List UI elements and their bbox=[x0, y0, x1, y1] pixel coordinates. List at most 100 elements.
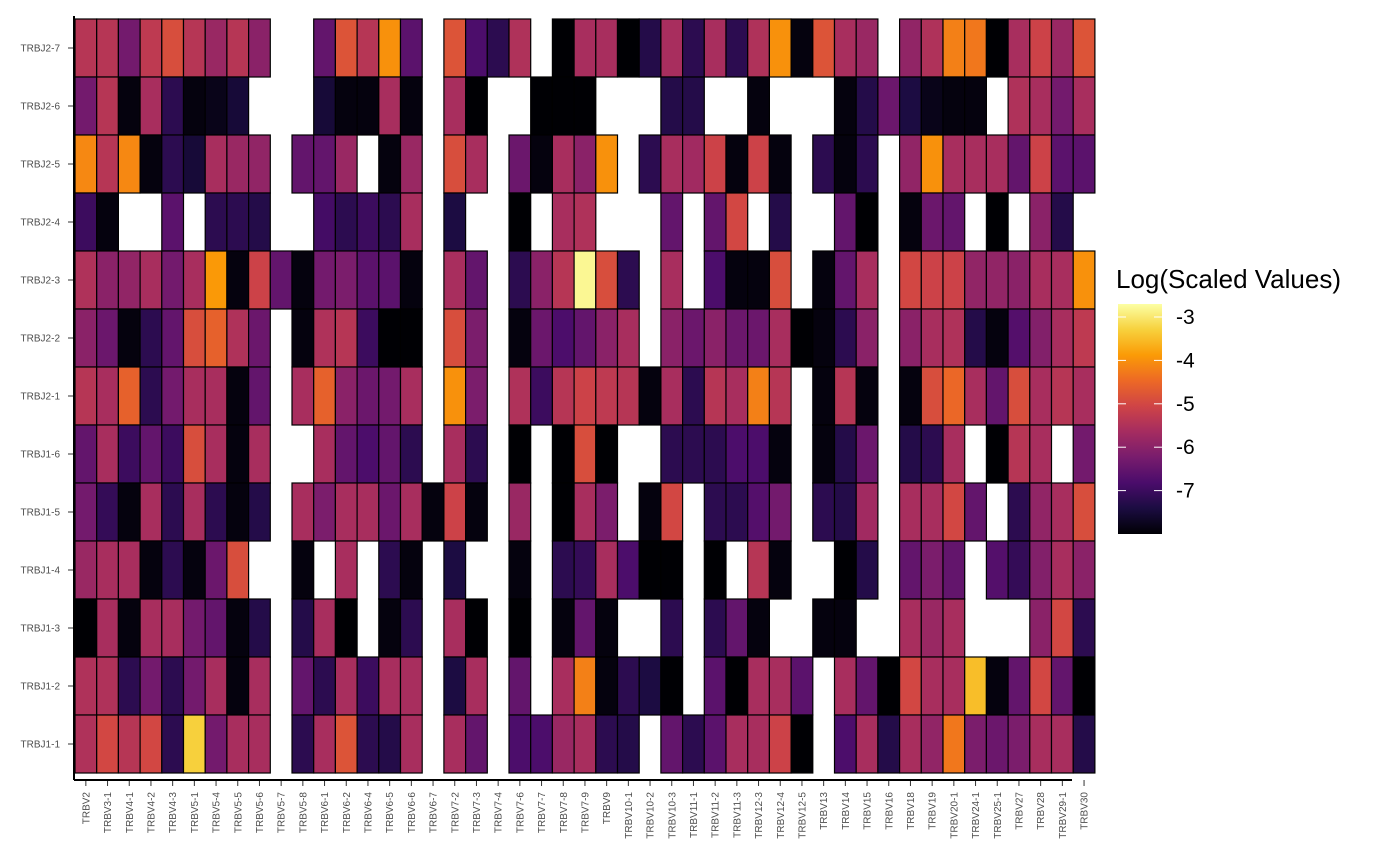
heatmap-cell bbox=[920, 134, 944, 194]
heatmap-cell bbox=[855, 714, 879, 774]
heatmap-cell bbox=[833, 308, 857, 368]
heatmap-cell bbox=[182, 366, 206, 426]
heatmap-cell bbox=[399, 714, 423, 774]
heatmap-cell bbox=[595, 366, 619, 426]
heatmap-cell bbox=[898, 656, 922, 716]
heatmap-cell bbox=[595, 18, 619, 78]
heatmap-cell bbox=[204, 308, 228, 368]
heatmap-cell bbox=[660, 598, 684, 658]
heatmap-cell bbox=[638, 482, 662, 542]
x-axis-labels: TRBV2 TRBV3-1 TRBV4-1 TRBV4-2 TRBV4-3 TRBV5-1… bbox=[81, 780, 1091, 839]
heatmap-cell bbox=[877, 656, 901, 716]
heatmap-cell bbox=[638, 134, 662, 194]
x-tick-label: TRBV7-6 bbox=[515, 792, 526, 834]
y-tick-label: TRBJ2-1 bbox=[21, 392, 61, 403]
heatmap-cell bbox=[399, 76, 423, 136]
heatmap-cell bbox=[421, 482, 445, 542]
heatmap-cell bbox=[573, 308, 597, 368]
heatmap-cell bbox=[747, 540, 771, 600]
heatmap-cell bbox=[74, 482, 98, 542]
heatmap-cell bbox=[182, 76, 206, 136]
heatmap-cell bbox=[139, 540, 163, 600]
heatmap-cell bbox=[204, 76, 228, 136]
heatmap-cell bbox=[182, 424, 206, 484]
heatmap-cell bbox=[1050, 308, 1074, 368]
heatmap-cell bbox=[399, 366, 423, 426]
heatmap-cell bbox=[465, 366, 488, 426]
heatmap-cell bbox=[378, 540, 402, 600]
heatmap-cell bbox=[378, 366, 402, 426]
heatmap-cell bbox=[508, 540, 532, 600]
heatmap-cell bbox=[833, 18, 857, 78]
heatmap-cell bbox=[399, 192, 423, 252]
heatmap-cell bbox=[74, 598, 98, 658]
heatmap-cell bbox=[573, 540, 597, 600]
heatmap-cell bbox=[964, 308, 988, 368]
heatmap-cell bbox=[942, 424, 966, 484]
heatmap-cell bbox=[920, 366, 944, 426]
heatmap-cell bbox=[399, 308, 423, 368]
heatmap-cell bbox=[660, 540, 684, 600]
heatmap-cell bbox=[616, 18, 640, 78]
heatmap-cell bbox=[226, 134, 250, 194]
heatmap-cell bbox=[942, 366, 966, 426]
y-tick-label: TRBJ2-7 bbox=[21, 44, 61, 55]
heatmap-cell bbox=[638, 656, 662, 716]
heatmap-cell bbox=[182, 714, 206, 774]
heatmap-cell bbox=[378, 598, 402, 658]
heatmap-cell bbox=[161, 76, 185, 136]
heatmap-cell bbox=[660, 714, 684, 774]
heatmap-cell bbox=[399, 250, 423, 310]
heatmap-cell bbox=[1050, 714, 1074, 774]
y-tick-label: TRBJ2-3 bbox=[21, 276, 61, 287]
legend-colorbar bbox=[1118, 304, 1162, 534]
heatmap-cell bbox=[182, 134, 206, 194]
heatmap-cell bbox=[356, 424, 380, 484]
heatmap-cell bbox=[725, 366, 749, 426]
heatmap-cell bbox=[399, 482, 423, 542]
heatmap-cell bbox=[1029, 482, 1053, 542]
heatmap-cell bbox=[1072, 598, 1096, 658]
heatmap-cell bbox=[595, 714, 619, 774]
heatmap-cell bbox=[465, 598, 488, 658]
heatmap-cell bbox=[681, 714, 705, 774]
heatmap-cell bbox=[551, 540, 575, 600]
heatmap-cell bbox=[790, 18, 814, 78]
legend-tick-label: -6 bbox=[1176, 436, 1195, 459]
heatmap-cell bbox=[465, 250, 488, 310]
heatmap-cell bbox=[248, 656, 271, 716]
heatmap-cell bbox=[1029, 714, 1053, 774]
heatmap-cell bbox=[703, 656, 727, 716]
heatmap-cell bbox=[399, 424, 423, 484]
heatmap-cell bbox=[747, 656, 771, 716]
heatmap-cell bbox=[334, 714, 358, 774]
heatmap-cell bbox=[660, 656, 684, 716]
heatmap-cell bbox=[898, 18, 922, 78]
heatmap-cell bbox=[117, 656, 141, 716]
heatmap-cell bbox=[226, 18, 250, 78]
heatmap-cell bbox=[248, 482, 271, 542]
heatmap-cell bbox=[747, 76, 771, 136]
heatmap-cell bbox=[117, 482, 141, 542]
heatmap-cell bbox=[313, 482, 337, 542]
heatmap-cell bbox=[508, 714, 532, 774]
x-tick-label: TRBV30 bbox=[1080, 792, 1091, 830]
heatmap-cell bbox=[1029, 76, 1053, 136]
heatmap-cell bbox=[1029, 424, 1053, 484]
heatmap-cell bbox=[96, 424, 119, 484]
heatmap-cell bbox=[74, 18, 98, 78]
heatmap-cell bbox=[573, 366, 597, 426]
heatmap-cell bbox=[139, 250, 163, 310]
heatmap-cell bbox=[334, 482, 358, 542]
heatmap-cell bbox=[248, 18, 271, 78]
heatmap-cell bbox=[551, 482, 575, 542]
heatmap-cell bbox=[855, 192, 879, 252]
heatmap-cell bbox=[877, 76, 901, 136]
heatmap-cell bbox=[725, 192, 749, 252]
heatmap-cell bbox=[269, 250, 293, 310]
heatmap-cell bbox=[985, 366, 1009, 426]
heatmap-cell bbox=[465, 308, 488, 368]
heatmap-cell bbox=[530, 308, 554, 368]
heatmap-cell bbox=[985, 424, 1009, 484]
y-tick-label: TRBJ1-5 bbox=[21, 508, 61, 519]
